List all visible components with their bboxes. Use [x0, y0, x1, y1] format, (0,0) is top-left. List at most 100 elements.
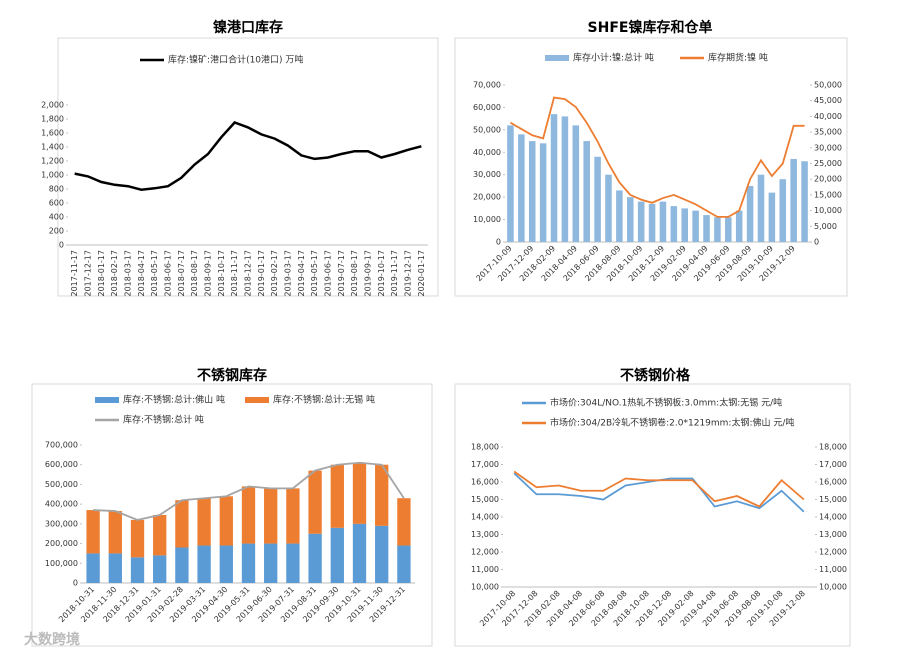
- bar: [790, 159, 797, 242]
- bar: [735, 210, 743, 242]
- panel-frame: [57, 37, 439, 297]
- bar: [108, 511, 122, 554]
- bar: [528, 141, 536, 242]
- bar: [375, 464, 389, 526]
- y-tick-label: 200: [49, 227, 64, 236]
- bar: [86, 510, 100, 554]
- series-line: [74, 121, 422, 191]
- x-tick-label: 2018-04-17: [137, 250, 146, 297]
- y-tick-label: 40,000: [473, 148, 501, 157]
- legend-label: 库存:不锈钢:总计:无锡 吨: [273, 394, 375, 406]
- y-tick-label: 30,000: [473, 170, 501, 179]
- y-tick-label: 400: [49, 213, 64, 222]
- x-tick-label: 2018-01-17: [97, 250, 106, 297]
- series-line: [93, 461, 405, 521]
- bar: [108, 553, 122, 583]
- y-tick-label: 0: [73, 579, 78, 588]
- series-line: [513, 470, 805, 508]
- y2-tick-label: 13,000: [819, 530, 847, 539]
- x-tick-label: 2018-03-17: [124, 250, 133, 297]
- x-tick-label: 2018-07-17: [177, 250, 186, 297]
- bar: [175, 547, 189, 583]
- y-tick-label: 17,000: [471, 460, 499, 469]
- bar: [539, 143, 547, 242]
- bar: [801, 161, 808, 242]
- x-tick-label: 2019-01-17: [257, 250, 266, 297]
- legend-label: 市场价:304/2B冷轧不锈钢卷:2.0*1219mm:太钢:佛山 元/吨: [550, 417, 794, 429]
- y2-tick-label: 45,000: [814, 96, 842, 105]
- legend-label: 库存小计:镍:总计 吨: [573, 52, 654, 64]
- y2-tick-label: 0: [814, 238, 819, 247]
- legend-label: 库存:不锈钢:总计:佛山 吨: [123, 394, 225, 406]
- bar: [518, 134, 525, 242]
- bar: [175, 500, 189, 548]
- y-tick-label: 800: [49, 185, 64, 194]
- y2-tick-label: 20,000: [814, 175, 842, 184]
- x-tick-label: 2018-10-17: [217, 250, 226, 297]
- y2-tick-label: 15,000: [819, 495, 847, 504]
- bar: [605, 174, 612, 242]
- y-tick-label: 1,400: [41, 143, 64, 152]
- bar: [725, 217, 732, 242]
- bar: [308, 470, 322, 534]
- bar: [670, 206, 678, 242]
- bar: [757, 174, 765, 242]
- bar: [703, 215, 710, 242]
- y-tick-label: 70,000: [473, 81, 501, 90]
- bar: [219, 545, 233, 583]
- x-tick-label: 2018-06-17: [164, 250, 173, 297]
- y-tick-label: 600: [49, 199, 64, 208]
- legend-swatch: [95, 397, 119, 403]
- y-tick-label: 13,000: [471, 530, 499, 539]
- x-tick-label: 2019-10-17: [377, 250, 386, 297]
- y-tick-label: 20,000: [473, 193, 501, 202]
- x-tick-label: 2019-09-17: [364, 250, 373, 297]
- y-tick-label: 10,000: [473, 215, 501, 224]
- x-tick-label: 2019-08-17: [350, 250, 359, 297]
- bar: [86, 553, 100, 583]
- y2-tick-label: 18,000: [819, 443, 847, 452]
- y-tick-label: 60,000: [473, 103, 501, 112]
- bar: [153, 514, 167, 556]
- chart-title: 不锈钢价格: [620, 367, 691, 384]
- x-tick-label: 2018-08-17: [190, 250, 199, 297]
- legend-label: 库存:不锈钢:总计 吨: [123, 414, 204, 426]
- bar: [241, 543, 256, 583]
- y2-tick-label: 15,000: [814, 190, 842, 199]
- bar: [616, 190, 623, 242]
- bar: [507, 125, 514, 242]
- y2-tick-label: 25,000: [814, 159, 842, 168]
- series-line: [509, 96, 805, 218]
- bar: [352, 462, 367, 524]
- x-tick-label: 2018-02-17: [110, 250, 119, 297]
- bar: [375, 525, 389, 583]
- bar: [197, 498, 211, 546]
- x-tick-label: 2019-04-17: [297, 250, 306, 297]
- bar: [768, 192, 776, 242]
- x-tick-label: 2020-01-17: [417, 250, 426, 297]
- y-tick-label: 0: [496, 238, 501, 247]
- chart-title: 不锈钢库存: [197, 367, 267, 384]
- x-tick-label: 2018-12-17: [244, 250, 253, 297]
- legend-swatch: [545, 55, 569, 61]
- bar: [308, 533, 322, 583]
- bar: [153, 555, 167, 583]
- bar: [594, 156, 601, 242]
- bar: [627, 197, 634, 242]
- y-tick-label: 11,000: [471, 565, 499, 574]
- y-tick-label: 100,000: [45, 559, 78, 568]
- x-tick-label: 2018-09-17: [204, 250, 213, 297]
- legend-label: 库存期货:镍 吨: [708, 52, 768, 64]
- y-tick-label: 1,200: [41, 157, 64, 166]
- y2-tick-label: 12,000: [819, 548, 847, 557]
- x-tick-label: 2018-11-17: [230, 250, 239, 296]
- legend-label: 市场价:304L/NO.1热轧不锈钢板:3.0mm:太钢:无锡 元/吨: [550, 397, 782, 409]
- x-tick-label: 2019-02-17: [270, 250, 279, 297]
- x-tick-label: 2018-05-17: [150, 250, 159, 297]
- y2-tick-label: 10,000: [814, 206, 842, 215]
- y-tick-label: 50,000: [473, 125, 501, 134]
- bar: [550, 114, 558, 242]
- y2-tick-label: 50,000: [814, 81, 842, 90]
- y-tick-label: 500,000: [45, 480, 78, 489]
- y-tick-label: 14,000: [471, 513, 499, 522]
